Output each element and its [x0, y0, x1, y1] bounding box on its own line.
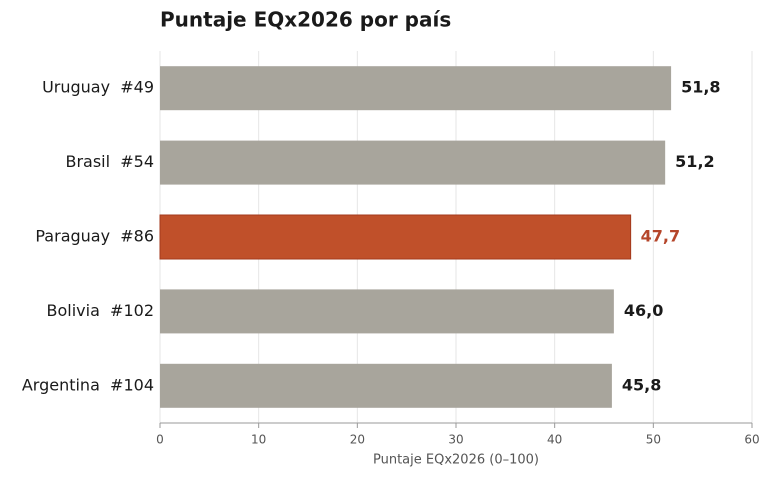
bar — [160, 140, 666, 185]
value-label: 51,2 — [675, 152, 714, 171]
x-tick-label: 10 — [251, 433, 266, 447]
value-label: 46,0 — [624, 301, 663, 320]
y-tick-label: Uruguay #49 — [42, 78, 154, 97]
x-axis-label: Puntaje EQx2026 (0–100) — [373, 453, 539, 468]
bar — [159, 214, 632, 260]
bar — [160, 66, 672, 111]
bar — [160, 363, 612, 408]
x-tick-label: 40 — [547, 433, 562, 447]
value-label: 47,7 — [641, 227, 680, 246]
x-tick-label: 60 — [744, 433, 759, 447]
y-tick-label: Paraguay #86 — [35, 227, 154, 246]
x-tick-label: 50 — [646, 433, 661, 447]
bar — [160, 289, 614, 334]
value-label: 45,8 — [622, 375, 661, 394]
y-tick-label: Argentina #104 — [22, 375, 154, 394]
x-tick-label: 0 — [156, 433, 164, 447]
chart-title: Puntaje EQx2026 por país — [160, 8, 451, 32]
y-tick-label: Bolivia #102 — [47, 301, 155, 320]
y-tick-label: Brasil #54 — [65, 152, 154, 171]
x-tick-label: 20 — [350, 433, 365, 447]
x-tick-label: 30 — [448, 433, 463, 447]
value-label: 51,8 — [681, 78, 720, 97]
